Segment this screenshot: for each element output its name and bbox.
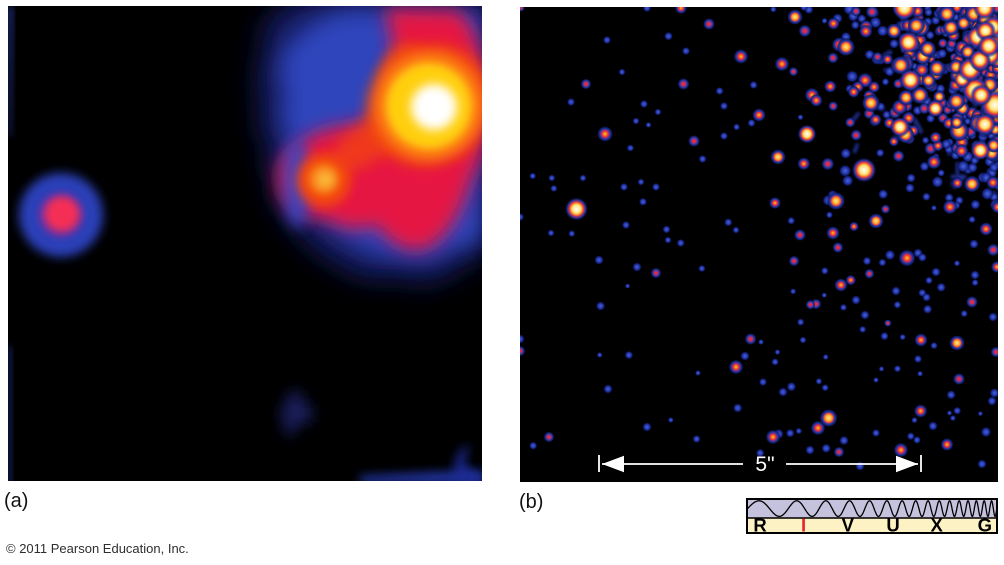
- svg-text:I: I: [801, 514, 806, 534]
- svg-text:5": 5": [755, 453, 774, 476]
- svg-text:G: G: [977, 514, 991, 534]
- svg-text:U: U: [886, 514, 899, 534]
- svg-text:V: V: [841, 514, 854, 534]
- svg-text:X: X: [930, 514, 943, 534]
- svg-text:R: R: [753, 514, 766, 534]
